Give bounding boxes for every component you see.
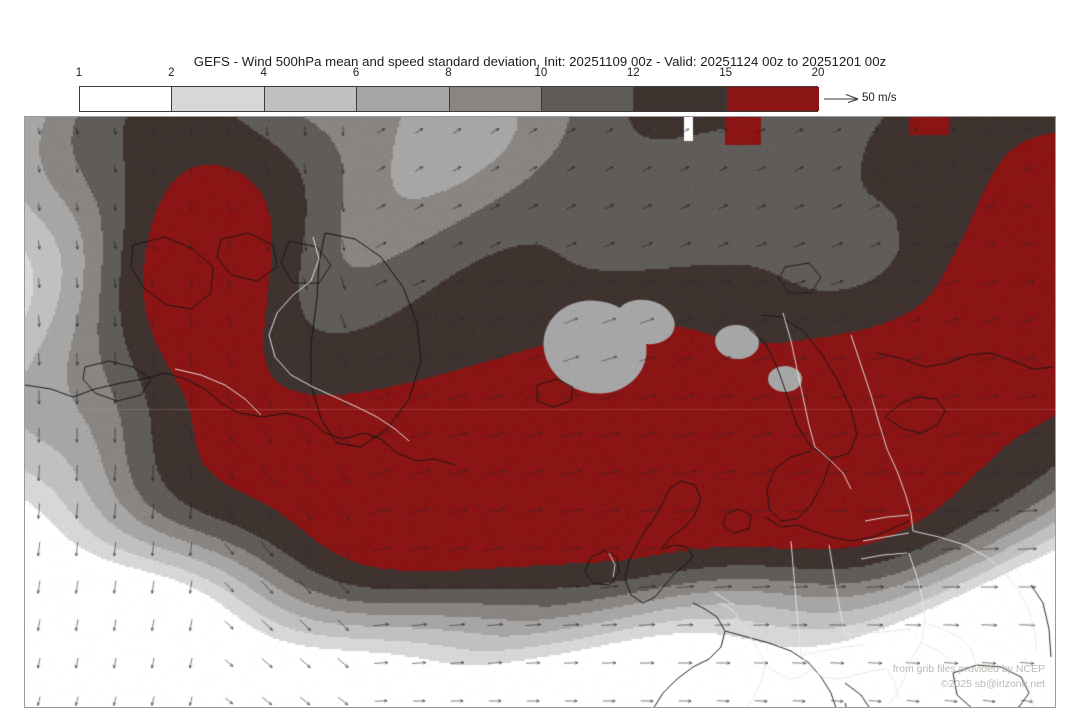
wind-reference-legend: 50 m/s	[824, 88, 944, 110]
credit-source: from grib files provided by NCEP	[892, 663, 1045, 675]
colorbar-segment-3	[357, 87, 450, 111]
colorbar-segment-1	[172, 87, 265, 111]
colorbar-segment-7	[726, 87, 819, 111]
colorbar-segment-6	[634, 87, 727, 111]
wind-arrow-icon	[824, 93, 859, 104]
page-title: GEFS - Wind 500hPa mean and speed standa…	[193, 54, 887, 69]
colorbar-segment-2	[264, 87, 358, 111]
colorbar-segment-0	[80, 87, 173, 111]
map-panel[interactable]: from grib files provided by NCEP ©2025 s…	[24, 116, 1056, 708]
map-canvas[interactable]	[25, 117, 1055, 707]
colorbar-segment-4	[449, 87, 542, 111]
colorbar-swatches	[79, 86, 819, 112]
colorbar: 1 2 4 6 8 10 12 15 20	[76, 67, 824, 112]
colorbar-segment-5	[541, 87, 635, 111]
credit-copyright: ©2025 sb@irlzone.net	[940, 678, 1045, 690]
wind-reference-label: 50 m/s	[862, 92, 897, 104]
